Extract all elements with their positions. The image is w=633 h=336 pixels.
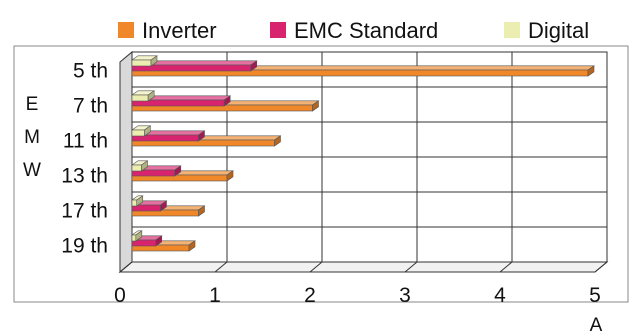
legend-swatch	[270, 22, 286, 38]
x-tick-label: 3	[399, 284, 411, 307]
bar-end	[141, 160, 148, 172]
x-tick-label: 4	[494, 284, 506, 307]
bar-end	[274, 135, 281, 147]
side-wall	[119, 50, 133, 274]
y-tick-label: 7 th	[73, 95, 108, 118]
x-axis-label: A	[590, 315, 603, 336]
bar-end	[198, 205, 205, 217]
bar-end	[147, 90, 155, 102]
legend-label: Digital	[528, 18, 589, 43]
bar-end	[226, 170, 234, 182]
bar-end	[223, 95, 231, 107]
bar-end	[144, 125, 151, 137]
bar-end	[174, 165, 182, 177]
bar-end	[135, 230, 143, 242]
bar-end	[155, 235, 163, 247]
x-tick-label: 1	[209, 284, 221, 307]
floor-grid-line	[499, 261, 513, 273]
floor-grid-line	[214, 261, 228, 273]
bar	[131, 164, 142, 172]
legend: Inverter EMC Standard Digital	[118, 18, 589, 43]
bars	[131, 55, 595, 252]
x-tick-label: 2	[304, 284, 316, 307]
bar	[131, 199, 138, 207]
grid-lines	[119, 52, 608, 273]
bar	[131, 234, 137, 242]
y-axis-label-letter: E	[26, 94, 39, 115]
y-tick-label: 19 th	[61, 235, 108, 258]
chart-frame	[13, 45, 629, 303]
floor-grid-line	[404, 261, 418, 273]
y-tick-label: 5 th	[73, 60, 108, 83]
x-tick-label: 0	[114, 284, 126, 307]
floor-grid-line	[594, 261, 608, 273]
bar-end	[250, 60, 258, 72]
floor-grid-line	[309, 261, 323, 273]
y-axis-label-letter: W	[23, 160, 41, 181]
bar-end	[312, 100, 319, 112]
y-tick-label: 17 th	[61, 200, 108, 223]
bar	[131, 129, 145, 137]
y-tick-label: 11 th	[63, 130, 108, 153]
bar-end	[198, 130, 205, 142]
bar-end	[150, 55, 158, 67]
legend-label: EMC Standard	[294, 18, 438, 43]
bar	[131, 59, 152, 67]
legend-label: Inverter	[142, 18, 217, 43]
x-tick-label: 5	[589, 284, 601, 307]
y-axis-label-letter: M	[24, 127, 40, 148]
bar-end	[188, 240, 196, 252]
legend-swatch	[118, 22, 134, 38]
bar-end	[587, 65, 595, 77]
bar	[131, 94, 149, 102]
legend-swatch	[504, 22, 520, 38]
y-tick-label: 13 th	[61, 165, 108, 188]
bar-end	[160, 200, 167, 212]
floor-grid-line	[119, 261, 133, 273]
bar-end	[136, 195, 144, 207]
floor	[118, 261, 609, 273]
